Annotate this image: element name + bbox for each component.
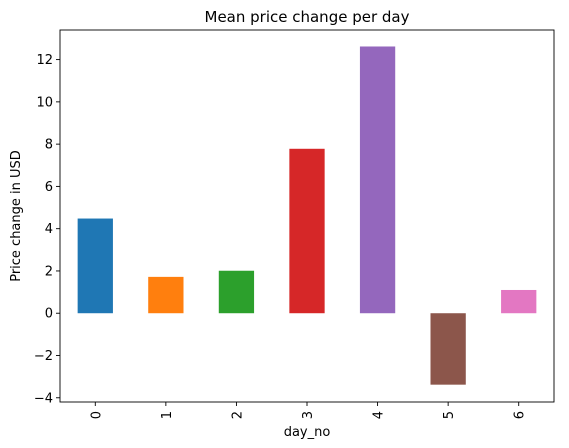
x-axis-label: day_no [284, 425, 331, 440]
plot-frame [59, 29, 555, 403]
x-tick-label-3: 3 [301, 411, 316, 419]
y-tick-label-12: 12 [36, 53, 53, 68]
y-tick-label-0: 0 [45, 307, 53, 322]
bar-2 [218, 270, 255, 314]
y-axis: −4 −2 0 2 4 6 8 10 12 [34, 53, 60, 406]
chart-title: Mean price change per day [205, 8, 410, 26]
x-tick-label-6: 6 [513, 411, 528, 419]
x-tick-label-2: 2 [230, 411, 245, 419]
x-tick-label-4: 4 [372, 411, 387, 419]
y-tick-label--4: −4 [34, 391, 53, 406]
y-tick-label--2: −2 [34, 349, 53, 364]
bar-1 [148, 276, 184, 314]
y-axis-label: Price change in USD [9, 150, 24, 282]
bars-group [77, 46, 537, 385]
y-tick-label-2: 2 [45, 264, 53, 279]
y-tick-label-6: 6 [45, 180, 53, 195]
y-tick-label-4: 4 [45, 222, 53, 237]
x-tick-label-0: 0 [89, 411, 104, 419]
bar-3 [289, 148, 325, 314]
y-tick-label-8: 8 [45, 138, 53, 153]
bar-5 [430, 313, 466, 385]
x-tick-label-1: 1 [160, 411, 175, 419]
bar-0 [77, 218, 113, 314]
x-axis: 0 1 2 3 4 5 6 [89, 402, 528, 419]
bar-6 [501, 289, 537, 314]
bar-4 [359, 46, 396, 314]
y-tick-label-10: 10 [36, 95, 53, 110]
x-tick-label-5: 5 [442, 411, 457, 419]
